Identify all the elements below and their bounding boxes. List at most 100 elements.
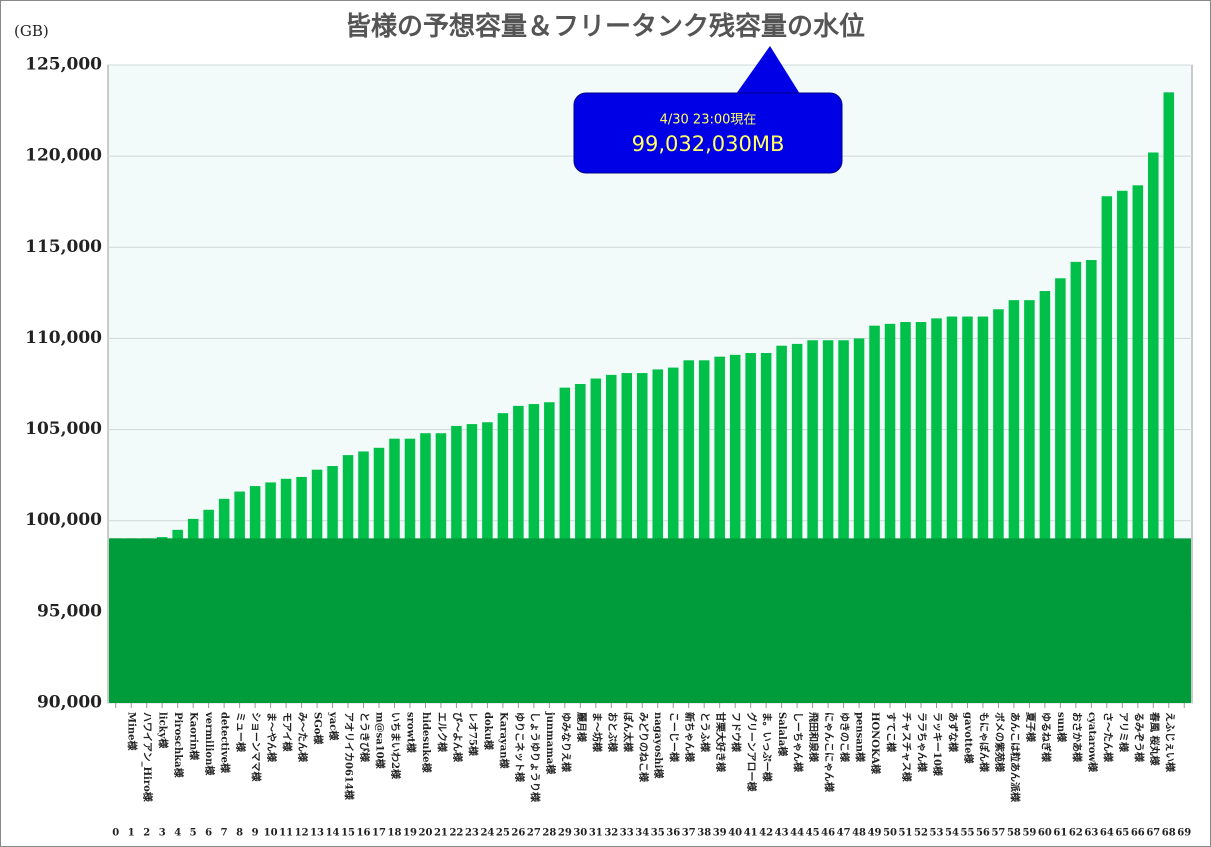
rank-label: 30 [573, 828, 587, 839]
x-tick-label: もにゃぽん様 [977, 712, 990, 773]
rank-label: 35 [651, 828, 665, 839]
bar [667, 367, 679, 703]
x-tick-label: 甘栗大好き様 [714, 712, 727, 773]
rank-label: 41 [744, 828, 758, 839]
rank-label: 54 [945, 828, 959, 839]
bar [698, 360, 710, 703]
x-tick-label: 新ちゃん様 [683, 712, 696, 763]
x-tick-label: 麗月様 [575, 712, 588, 743]
x-tick-label: ゆきのこ様 [838, 712, 851, 763]
x-tick-label: sun様 [1055, 712, 1068, 743]
rank-label: 18 [388, 828, 402, 839]
bar [977, 316, 989, 703]
x-tick-label: アオリイカ0614様 [343, 712, 356, 801]
x-tick-label: detective様 [219, 712, 232, 774]
x-tick-label: ミュー様 [234, 712, 247, 753]
rank-label: 3 [159, 828, 166, 839]
rank-label: 22 [449, 828, 463, 839]
rank-label: 64 [1100, 828, 1114, 839]
x-tick-label: レオ75様 [466, 712, 479, 757]
x-tick-label: ま。いっぷー様 [761, 712, 774, 783]
x-tick-label: ショーンママ様 [250, 712, 263, 782]
x-tick-label: m@sa10様 [374, 712, 387, 770]
rank-label: 24 [480, 828, 494, 839]
rank-label: 60 [1038, 828, 1052, 839]
y-tick-label: 120,000 [25, 146, 102, 166]
x-tick-label: あんこは粒あん派様 [1008, 712, 1021, 803]
x-tick-label: おとぶ様 [606, 712, 619, 753]
y-tick-label: 95,000 [37, 601, 102, 621]
y-tick-label: 125,000 [25, 55, 102, 75]
x-tick-label: hidesuke様 [420, 712, 433, 774]
bar [760, 353, 772, 703]
bar [807, 340, 818, 703]
x-tick-label: srowt様 [404, 712, 417, 754]
rank-label: 52 [914, 828, 928, 839]
rank-label: 17 [372, 828, 386, 839]
bar [869, 325, 880, 703]
rank-label: 9 [252, 828, 259, 839]
x-tick-label: さ～たん様 [1101, 712, 1114, 763]
rank-label: 14 [326, 828, 340, 839]
x-tick-label: フドウ様 [730, 712, 743, 753]
x-tick-label: ま～やん様 [265, 712, 278, 763]
x-tick-label: おさかあ様 [1070, 712, 1083, 763]
rank-label: 27 [527, 828, 541, 839]
rank-label: 0 [112, 828, 119, 839]
bar [931, 318, 942, 703]
x-tick-label: cyatarow様 [1086, 712, 1099, 773]
x-tick-label: gavotte様 [962, 712, 975, 765]
bar [1101, 196, 1113, 703]
x-tick-label: すてこ様 [885, 712, 898, 753]
rank-label: 48 [852, 828, 866, 839]
bar [1055, 278, 1066, 703]
rank-label: 43 [775, 828, 789, 839]
bar [1148, 152, 1159, 704]
bar [729, 354, 741, 703]
rank-label: 65 [1115, 828, 1129, 839]
x-tick-label: vermilion様 [203, 711, 216, 776]
rank-label: 47 [837, 828, 851, 839]
y-tick-label: 105,000 [25, 419, 102, 439]
x-tick-label: モアイ様 [281, 712, 294, 752]
bar [636, 373, 648, 703]
x-tick-label: とうきび様 [358, 712, 371, 763]
x-tick-label: nagayoshi様 [652, 712, 665, 779]
rank-label: 34 [635, 828, 649, 839]
rank-label: 16 [357, 828, 371, 839]
callout-text: 99,032,030MB [632, 132, 785, 156]
x-tick-label: Karayan様 [497, 712, 510, 769]
rank-label: 10 [264, 828, 278, 839]
rank-label: 25 [496, 828, 510, 839]
rank-label: 66 [1131, 828, 1145, 839]
rank-label: 42 [759, 828, 773, 839]
bar [791, 343, 803, 703]
rank-label: 26 [511, 828, 525, 839]
rank-label: 21 [434, 828, 448, 839]
rank-label: 29 [558, 828, 572, 839]
bar [1086, 260, 1097, 703]
x-tick-label: junmama様 [544, 711, 557, 775]
x-tick-label: Mine様 [126, 712, 139, 752]
x-tick-label: エルク様 [435, 712, 448, 753]
callout-box [573, 92, 843, 174]
rank-label: 63 [1084, 828, 1098, 839]
bar [946, 316, 958, 703]
callout-date: 4/30 23:00現在 [660, 113, 757, 128]
y-tick-label: 90,000 [37, 693, 102, 713]
rank-label: 40 [728, 828, 742, 839]
callout: 4/30 23:00現在 99,032,030MB [573, 46, 843, 174]
rank-label: 56 [976, 828, 990, 839]
rank-label: 23 [465, 828, 479, 839]
chart-title: 皆様の予想容量＆フリータンク残容量の水位 [345, 11, 865, 42]
x-tick-label: ラッキー10様 [931, 712, 944, 777]
x-tick-label: HONOKA様 [869, 712, 882, 775]
x-tick-label: アリミ様 [1117, 712, 1130, 753]
rank-label: 31 [589, 828, 603, 839]
rank-label: 45 [806, 828, 820, 839]
x-tick-label: Salala様 [776, 712, 789, 757]
x-tick-label: SGo様 [312, 712, 325, 745]
rank-label: 68 [1162, 828, 1176, 839]
rank-label: 46 [821, 828, 835, 839]
